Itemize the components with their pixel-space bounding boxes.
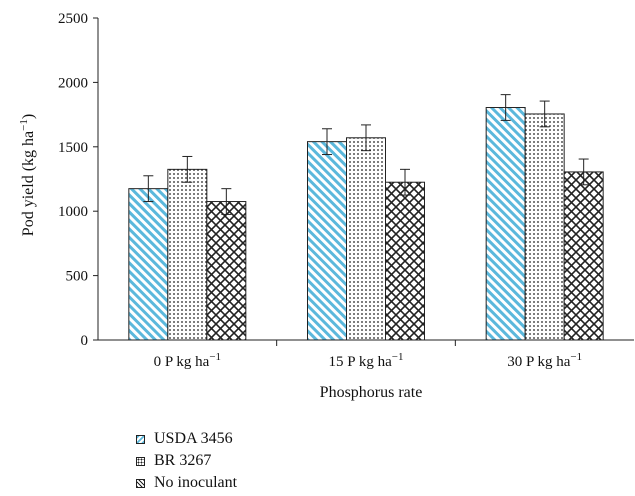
- x-tick-label: 0 P kg ha−1: [154, 351, 221, 370]
- bar-br-3267: [167, 168, 208, 341]
- bar-no-inoculant: [206, 201, 247, 341]
- y-tick-label: 1500: [58, 140, 88, 156]
- legend-item: USDA 3456: [136, 428, 237, 450]
- legend-label: No inoculant: [154, 474, 238, 491]
- y-tick-label: 2000: [58, 75, 88, 91]
- legend-swatch: [136, 456, 145, 466]
- legend-swatch: [136, 478, 145, 488]
- y-axis-title: Pod yield (kg ha−1): [18, 114, 37, 236]
- x-tick-label: 30 P kg ha−1: [507, 351, 582, 370]
- bar-chart: Pod yield (kg ha−1) Phosphorus rate 0 500…: [18, 11, 634, 401]
- bar-no-inoculant: [563, 171, 604, 341]
- bar-br-3267: [524, 113, 565, 341]
- y-tick-label: 1000: [58, 204, 88, 220]
- legend-item: No inoculant: [136, 472, 237, 494]
- y-tick-label: 500: [66, 269, 89, 285]
- x-tick-label: 15 P kg ha−1: [329, 351, 404, 370]
- legend-label: BR 3267: [154, 452, 212, 469]
- legend: USDA 3456 BR 3267 No inoculant: [136, 428, 237, 494]
- legend-swatch: [136, 434, 145, 444]
- y-tick-label: 0: [81, 333, 89, 349]
- y-tick-label: 2500: [58, 11, 88, 27]
- bar-usda-3456: [128, 188, 169, 341]
- bar-usda-3456: [485, 107, 526, 341]
- legend-item: BR 3267: [136, 450, 237, 472]
- bar-no-inoculant: [385, 181, 425, 341]
- x-axis-title: Phosphorus rate: [320, 384, 423, 401]
- bar-br-3267: [346, 137, 386, 341]
- bar-usda-3456: [307, 141, 347, 341]
- legend-label: USDA 3456: [154, 430, 233, 447]
